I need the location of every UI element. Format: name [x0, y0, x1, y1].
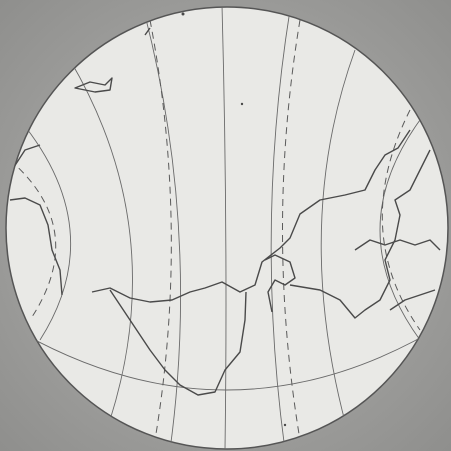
- meridian: [144, 14, 182, 449]
- globe-disk: [5, 6, 449, 450]
- parallel: [6, 319, 448, 391]
- coastline: [289, 149, 431, 319]
- coastline: [354, 239, 441, 251]
- island: [74, 77, 113, 93]
- island: [283, 423, 287, 427]
- meridian: [69, 59, 133, 421]
- meridian: [379, 119, 421, 341]
- graticule: [6, 7, 448, 449]
- coastline: [9, 197, 63, 296]
- meridian: [320, 49, 356, 441]
- coastline: [264, 254, 296, 313]
- meridian: [270, 9, 291, 449]
- coastline: [109, 289, 247, 396]
- meridian: [19, 119, 72, 341]
- coastlines: [9, 12, 441, 427]
- island: [144, 27, 151, 36]
- island: [181, 12, 185, 16]
- dashed-line: [282, 19, 301, 441]
- coastline: [91, 129, 411, 303]
- coastline: [11, 144, 41, 171]
- island: [240, 102, 244, 106]
- coastline: [389, 289, 436, 311]
- dashed-line: [149, 19, 172, 441]
- dashed-line: [9, 159, 57, 321]
